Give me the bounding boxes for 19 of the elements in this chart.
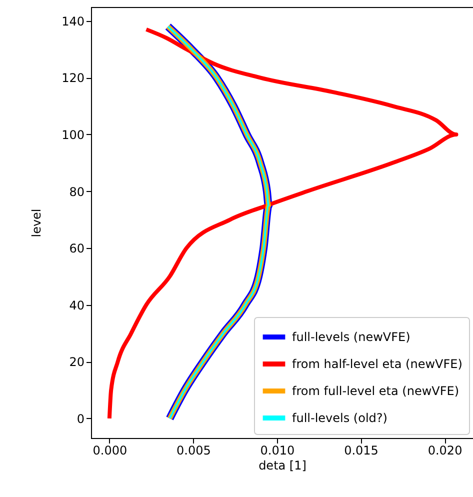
legend-label: full-levels (old?): [292, 411, 388, 425]
legend-label: from half-level eta (newVFE): [292, 357, 462, 371]
y-tick-label: 60: [69, 242, 84, 256]
y-tick-label: 120: [62, 71, 84, 86]
legend-label: from full-level eta (newVFE): [292, 384, 460, 398]
x-tick-label: 0.005: [176, 444, 211, 458]
y-axis-title: level: [30, 208, 44, 238]
y-tick-label: 80: [69, 184, 84, 199]
x-tick-label: 0.010: [260, 444, 295, 458]
y-tick-label: 0: [76, 412, 84, 426]
x-axis-title: deta [1]: [258, 458, 306, 472]
y-tick-label: 140: [62, 14, 84, 28]
y-tick-label: 40: [69, 298, 84, 312]
x-tick-label: 0.000: [92, 444, 128, 458]
y-tick-label: 100: [62, 128, 84, 142]
legend-label: full-levels (newVFE): [292, 330, 410, 344]
y-tick-label: 20: [69, 355, 84, 370]
x-tick-label: 0.015: [344, 444, 378, 458]
x-tick-label: 0.020: [428, 444, 462, 458]
